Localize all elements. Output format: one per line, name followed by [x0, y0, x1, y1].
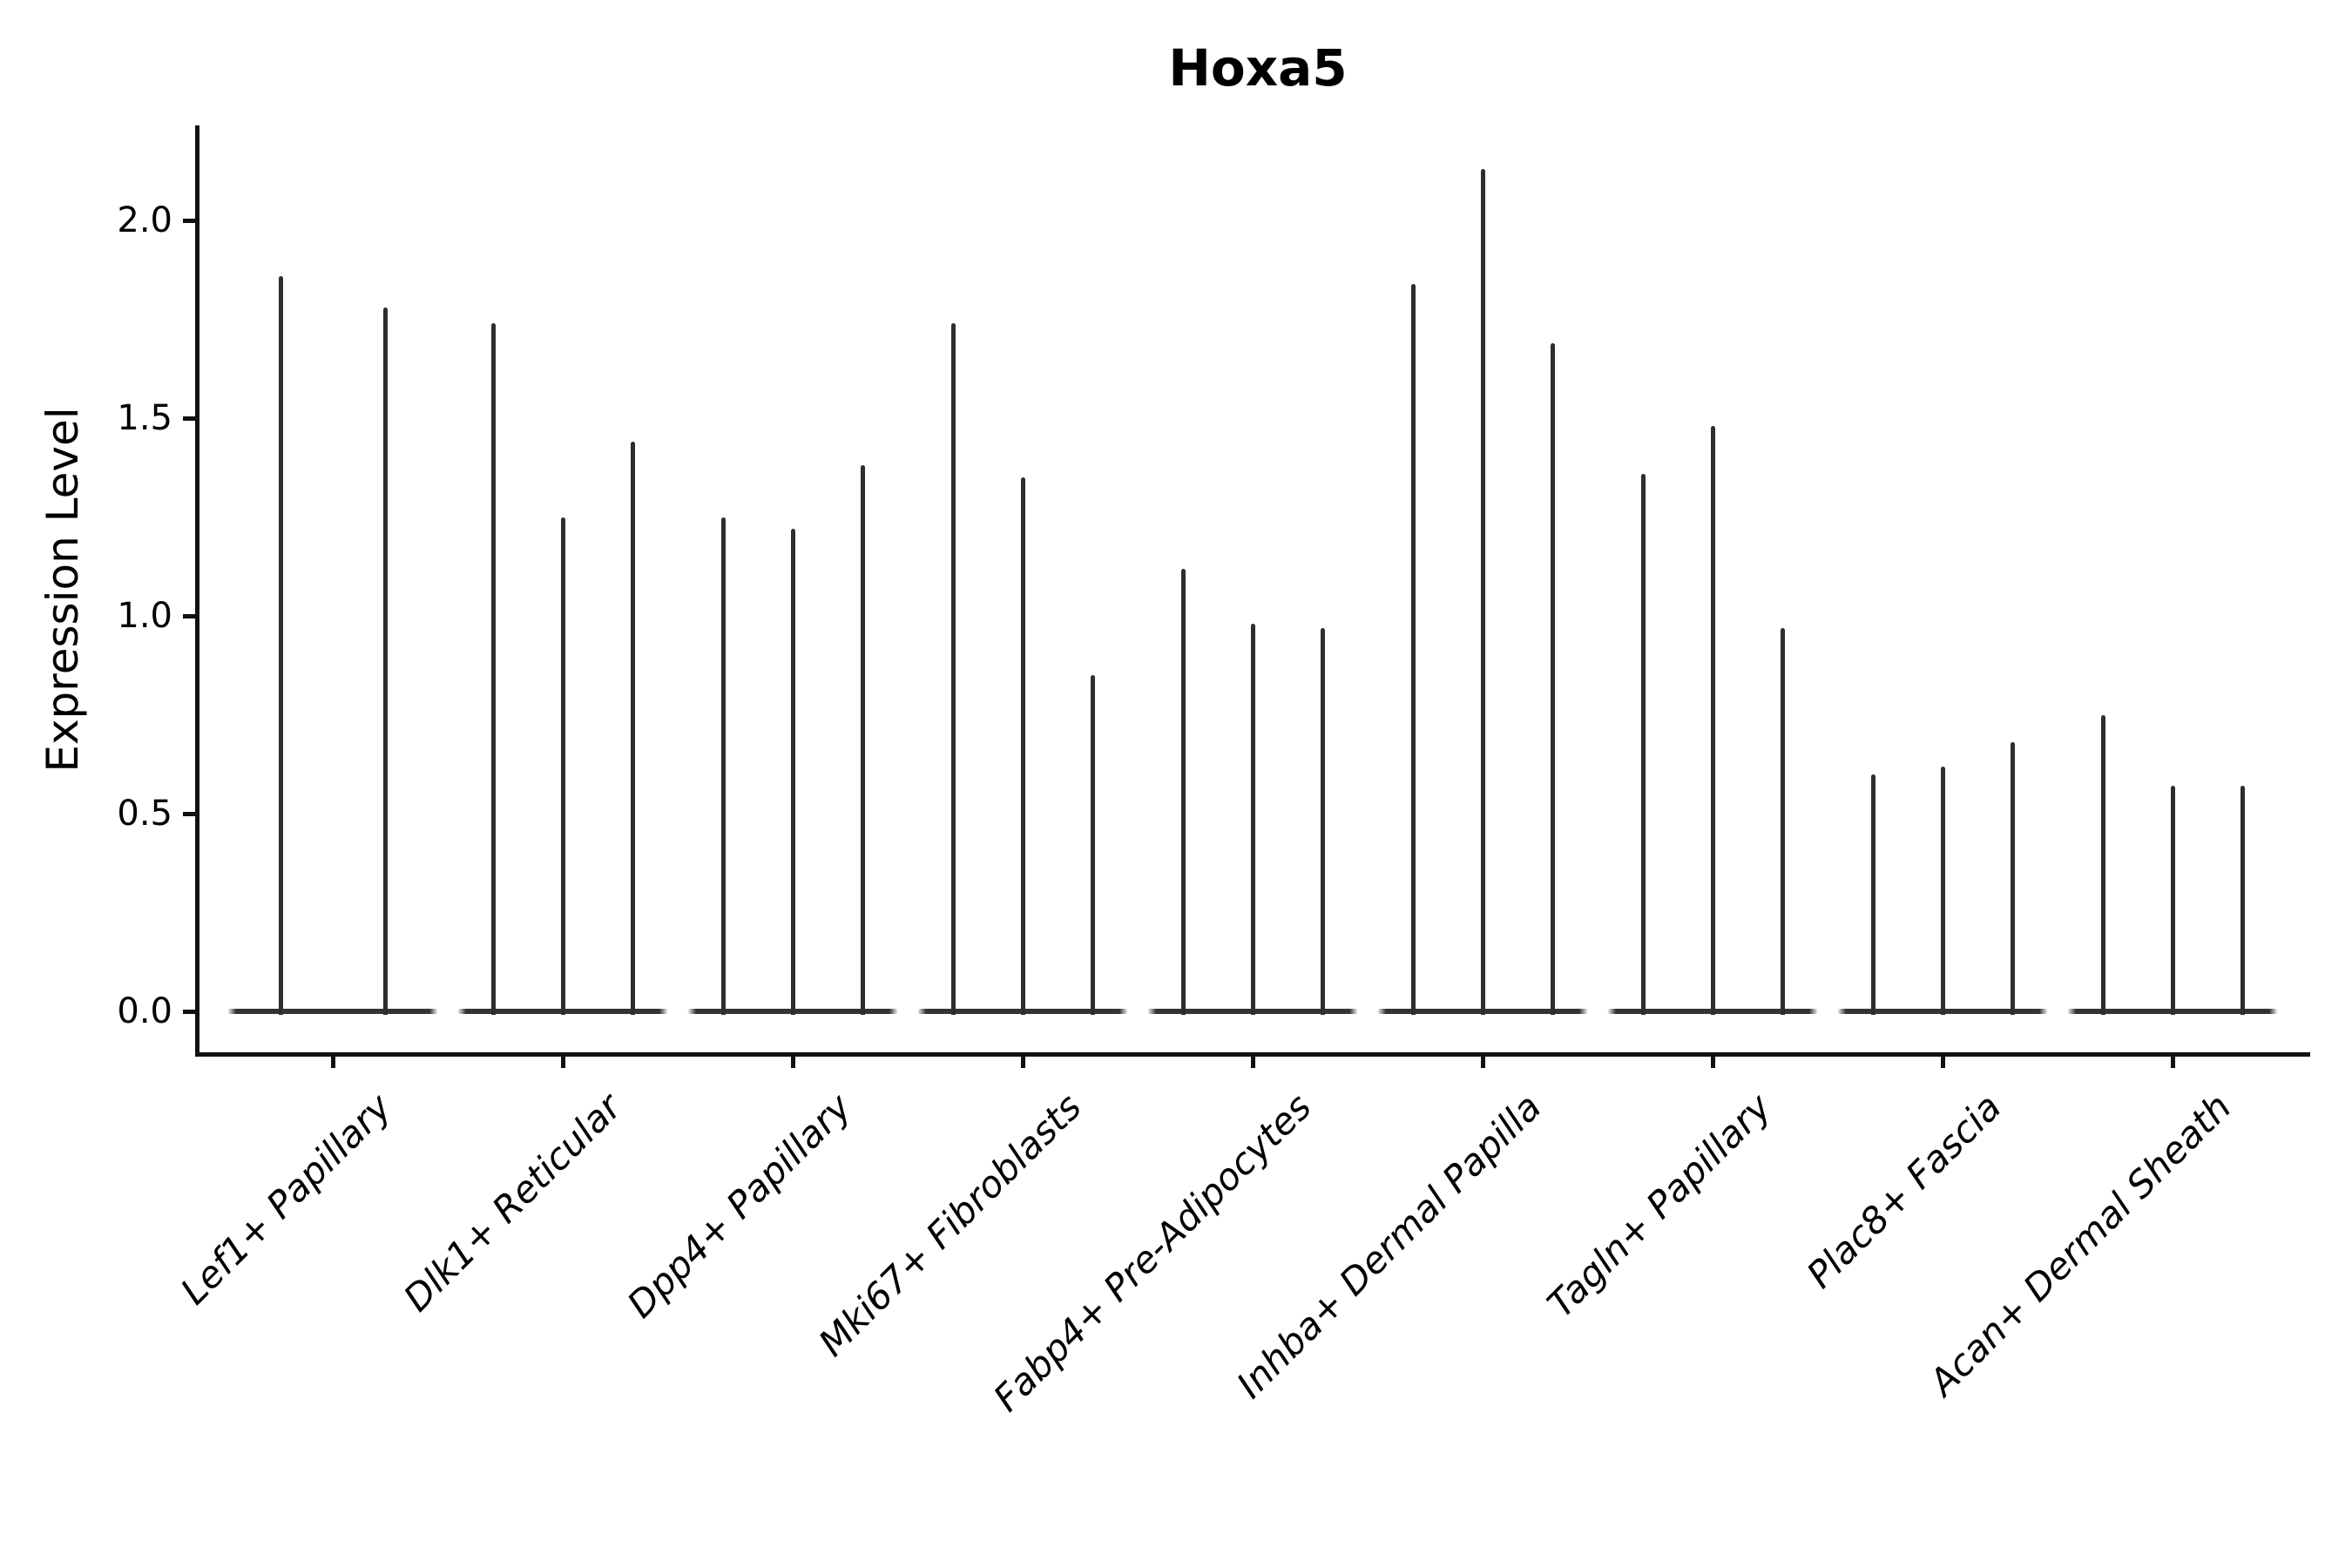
chart-title: Hoxa5 — [1168, 38, 1348, 98]
y-tick-mark — [183, 416, 197, 421]
violin-spike — [1870, 774, 1876, 1015]
x-tick-label: Dlk1+ Reticular — [395, 1085, 630, 1320]
x-tick-mark — [1020, 1052, 1025, 1068]
y-tick-mark — [183, 218, 197, 223]
violin-spike — [2010, 742, 2015, 1015]
violin-spike — [1250, 624, 1255, 1015]
violin-spike — [1780, 627, 1785, 1015]
violin-spike — [1410, 283, 1416, 1015]
violin-spike — [2240, 786, 2245, 1015]
x-tick-label: Acan+ Dermal Sheath — [1921, 1085, 2240, 1404]
y-axis-title: Expression Level — [37, 407, 88, 773]
y-tick-label: 1.5 — [117, 398, 172, 438]
x-tick-mark — [1710, 1052, 1715, 1068]
violin-spike — [560, 517, 565, 1015]
violin-spike — [1320, 627, 1325, 1015]
x-tick-label: Mki67+ Fibroblasts — [810, 1085, 1090, 1365]
violin-spike — [1180, 568, 1186, 1015]
y-tick-mark — [183, 613, 197, 618]
violin-spike — [630, 442, 635, 1015]
x-tick-label: Dpp4+ Papillary — [618, 1085, 860, 1327]
violin-spike — [1480, 168, 1485, 1015]
violin-spike — [1020, 477, 1025, 1015]
violin-spike — [278, 275, 283, 1015]
x-tick-mark — [1940, 1052, 1945, 1068]
violin-spike — [790, 529, 795, 1015]
x-tick-label: Inhba+ Dermal Papilla — [1228, 1085, 1550, 1407]
x-tick-mark — [2170, 1052, 2175, 1068]
x-tick-label: Plac8+ Fascia — [1798, 1085, 2010, 1297]
violin-spike — [720, 517, 726, 1015]
violin-spike — [1940, 766, 1945, 1015]
y-tick-label: 0.5 — [117, 794, 172, 834]
x-tick-mark — [560, 1052, 565, 1068]
violin-spike — [382, 307, 388, 1015]
violin-spike — [950, 323, 956, 1015]
violin-base — [227, 1009, 438, 1014]
x-tick-mark — [330, 1052, 335, 1068]
violin-spike — [860, 465, 865, 1015]
violin-spike — [1550, 342, 1555, 1015]
x-tick-mark — [790, 1052, 795, 1068]
x-tick-mark — [1250, 1052, 1255, 1068]
x-tick-label: Tagln+ Papillary — [1538, 1085, 1780, 1326]
violin-spike — [2170, 786, 2175, 1015]
x-tick-mark — [1480, 1052, 1485, 1068]
y-tick-label: 1.0 — [117, 596, 172, 636]
violin-spike — [2100, 714, 2105, 1015]
violin-spike — [490, 323, 496, 1015]
y-tick-mark — [183, 811, 197, 816]
violin-spike — [1710, 426, 1715, 1015]
violin-spike — [1640, 473, 1646, 1015]
y-tick-mark — [183, 1009, 197, 1014]
x-tick-label: Fabp4+ Pre-Adipocytes — [984, 1085, 1320, 1420]
x-tick-label: Lef1+ Papillary — [172, 1085, 400, 1313]
y-tick-label: 2.0 — [117, 200, 172, 240]
violin-spike — [1090, 675, 1095, 1015]
y-axis-line — [195, 125, 199, 1057]
y-tick-label: 0.0 — [117, 991, 172, 1031]
